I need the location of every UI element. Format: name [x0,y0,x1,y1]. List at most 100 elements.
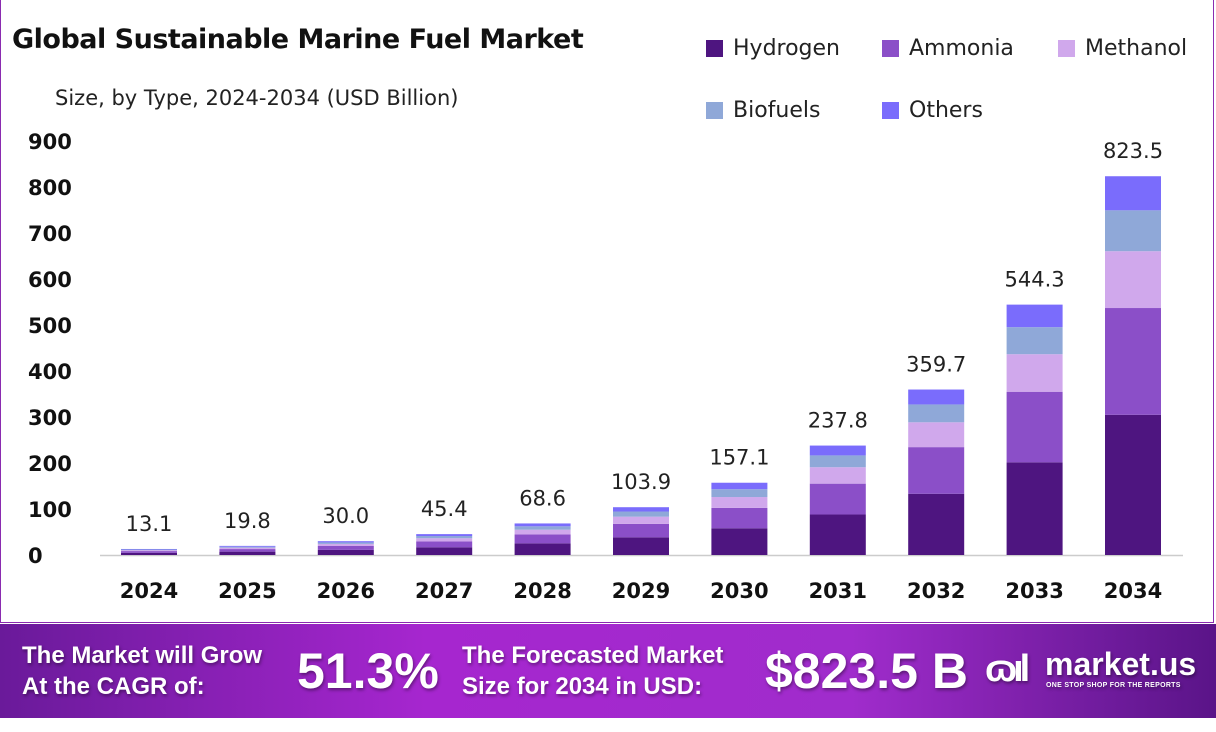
bar-total-label: 103.9 [611,470,671,494]
brand-tagline: ONE STOP SHOP FOR THE REPORTS [1046,682,1181,689]
bar-segment-ammonia [416,541,473,548]
bar-segment-biofuels [1006,327,1063,355]
bar-segment-ammonia [908,447,965,494]
bar-total-label: 237.8 [808,409,868,433]
bar-segment-ammonia [219,549,276,552]
legend-item-ammonia: Ammonia [882,36,1014,61]
y-tick-label: 900 [28,130,72,154]
bar-segment-methanol [711,497,768,508]
y-tick-label: 600 [28,268,72,292]
x-tick-label: 2026 [317,579,375,603]
bar-segment-others [908,389,965,405]
bar-segment-methanol [317,543,374,546]
y-tick-label: 800 [28,176,72,200]
bar-segment-others [416,534,473,537]
bar-segment-ammonia [1006,391,1063,463]
bar-segment-others [317,541,374,543]
bar-total-label: 157.1 [709,446,769,470]
bar-segment-ammonia [317,545,374,550]
chart-title: Global Sustainable Marine Fuel Market [12,24,584,55]
bar-segment-biofuels [1105,210,1161,252]
chart-frame [0,0,1214,623]
y-tick-label: 200 [28,452,72,476]
x-tick-label: 2029 [612,579,670,603]
bar-segment-biofuels [908,404,965,423]
bar-segment-ammonia [121,551,177,553]
bar-segment-ammonia [809,483,866,515]
bar-segment-ammonia [711,507,768,529]
bar-segment-biofuels [416,536,473,539]
bar-segment-methanol [809,467,866,484]
cagr-value: 51.3% [297,643,439,699]
forecast-label: The Forecasted Market Size for 2034 in US… [462,642,724,700]
bar-segment-others [1105,176,1161,211]
bar-segment-biofuels [809,455,866,468]
chart-subtitle: Size, by Type, 2024-2034 (USD Billion) [55,86,459,110]
y-tick-label: 100 [28,498,72,522]
bar-segment-others [613,507,669,512]
bar-segment-hydrogen [1105,414,1161,555]
y-tick-label: 300 [28,406,72,430]
bar-segment-hydrogen [317,549,374,555]
forecast-value: $823.5 B [765,643,968,699]
summary-banner: The Market will Grow At the CAGR of: 51.3… [0,624,1216,718]
bar-segment-ammonia [514,534,571,544]
bar-segment-biofuels [514,526,571,530]
bar-segment-methanol [219,547,276,550]
bar-segment-others [1006,304,1063,328]
x-tick-label: 2030 [710,579,768,603]
bar-total-label: 30.0 [322,504,369,528]
cagr-label: The Market will Grow At the CAGR of: [22,642,263,700]
bar-segment-hydrogen [121,552,177,555]
y-tick-label: 0 [28,544,43,568]
legend-item-methanol: Methanol [1058,36,1187,61]
bar-segment-ammonia [1105,308,1161,415]
y-tick-label: 500 [28,314,72,338]
legend-item-hydrogen: Hydrogen [706,36,840,61]
bar-segment-methanol [514,529,571,535]
x-tick-label: 2027 [415,579,473,603]
bar-segment-biofuels [219,546,276,548]
bar-segment-methanol [908,422,965,448]
bar-segment-biofuels [317,542,374,544]
bar-total-label: 13.1 [126,512,173,536]
y-tick-label: 700 [28,222,72,246]
bar-segment-biofuels [613,511,669,517]
bar-segment-others [514,523,571,527]
bar-total-label: 823.5 [1103,139,1163,163]
bar-total-label: 68.6 [519,486,566,510]
bar-total-label: 359.7 [906,353,966,377]
bar-segment-others [219,545,276,547]
bar-segment-methanol [1105,251,1161,309]
x-tick-label: 2028 [513,579,571,603]
bar-segment-methanol [121,550,177,552]
bar-segment-hydrogen [908,493,965,555]
market-us-logo-icon: ɷıl [985,648,1030,690]
bar-segment-hydrogen [416,547,473,555]
bar-segment-hydrogen [809,514,866,555]
bar-segment-methanol [1006,354,1063,392]
bar-segment-hydrogen [711,528,768,555]
x-tick-label: 2024 [120,579,178,603]
bar-segment-methanol [416,538,473,542]
x-tick-label: 2034 [1104,579,1162,603]
bar-total-label: 45.4 [421,497,468,521]
y-tick-label: 400 [28,360,72,384]
brand-name: market.us [1045,646,1197,682]
legend-item-biofuels: Biofuels [706,98,820,123]
bar-segment-biofuels [711,489,768,498]
bar-total-label: 544.3 [1005,268,1065,292]
legend-item-others: Others [882,98,983,123]
x-tick-label: 2032 [907,579,965,603]
x-tick-label: 2025 [218,579,276,603]
bar-segment-others [121,548,177,550]
x-tick-label: 2031 [809,579,867,603]
bar-segment-ammonia [613,523,669,538]
bar-segment-methanol [613,516,669,524]
stacked-bar-chart: 0 100 200 300 400 500 600 700 800 900 13.1 2024 19.8… [28,130,1183,603]
bar-segment-others [809,445,866,456]
bar-segment-hydrogen [514,543,571,555]
bar-segment-others [711,482,768,490]
bar-segment-biofuels [121,549,177,551]
bar-segment-hydrogen [1006,462,1063,555]
